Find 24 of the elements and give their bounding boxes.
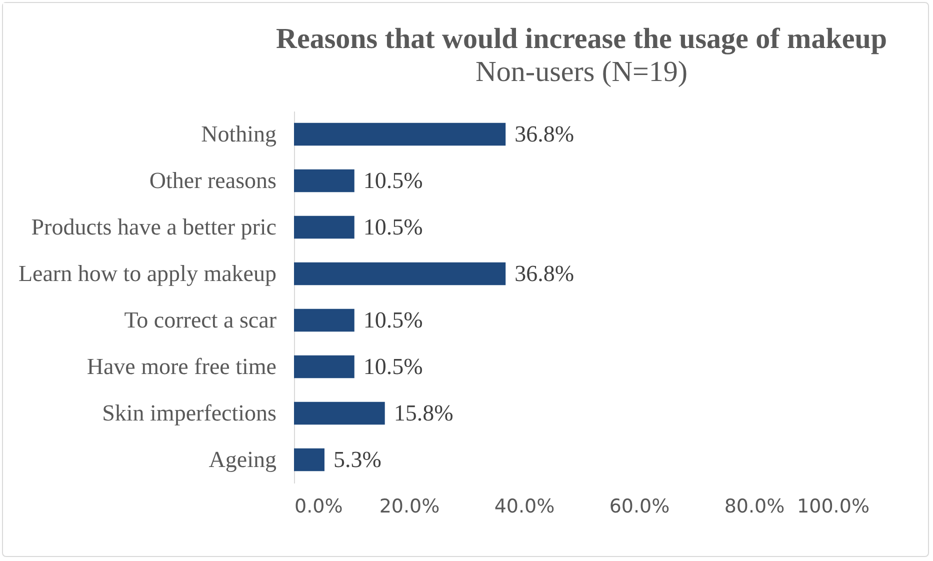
y-tick-label: Ageing: [208, 446, 277, 472]
y-tick-label: Learn how to apply makeup: [18, 260, 276, 286]
x-tick-label: 100.0%: [797, 496, 870, 518]
y-tick-label: Products have a better pric: [31, 214, 276, 240]
y-tick-label: Other reasons: [149, 168, 277, 193]
chart-subtitle: Non-users (N=19): [475, 56, 688, 88]
x-tick-label: 80.0%: [724, 496, 785, 518]
x-tick-label: 20.0%: [379, 496, 440, 518]
x-tick-label: 60.0%: [609, 496, 670, 518]
x-tick-label: 40.0%: [494, 496, 555, 518]
data-label: 10.5%: [363, 168, 423, 193]
data-label: 5.3%: [333, 446, 382, 472]
chart-title: Reasons that would increase the usage of makeup: [276, 23, 887, 55]
data-label: 15.8%: [394, 400, 454, 426]
data-label: 10.5%: [363, 354, 423, 379]
data-label: 10.5%: [363, 307, 423, 332]
y-tick-label: To correct a scar: [124, 307, 277, 332]
y-tick-label: Nothing: [201, 121, 277, 146]
y-tick-label: Have more free time: [86, 354, 276, 379]
data-label: 36.8%: [514, 260, 574, 286]
y-tick-label: Skin imperfections: [102, 400, 277, 426]
x-tick-label: 0.0%: [294, 496, 343, 518]
data-label: 36.8%: [514, 121, 574, 146]
data-label: 10.5%: [363, 214, 423, 240]
